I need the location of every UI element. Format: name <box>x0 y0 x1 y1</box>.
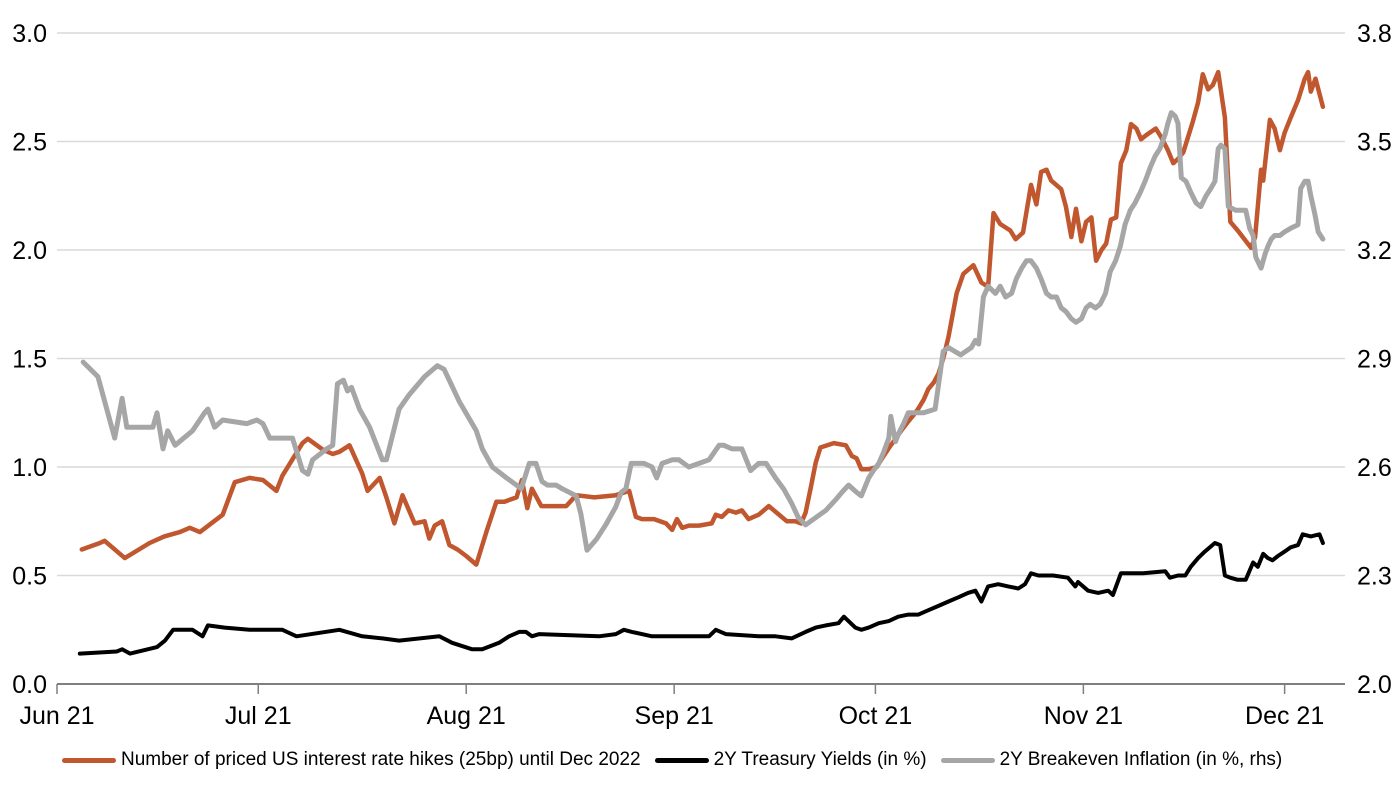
legend-label-treasury-yields: 2Y Treasury Yields (in %) <box>713 749 927 770</box>
y-axis-label-right: 3.8 <box>1357 20 1392 48</box>
y-axis-label-right: 2.6 <box>1357 454 1392 482</box>
y-axis-label-left: 2.0 <box>12 237 47 265</box>
x-axis-label: Sep 21 <box>635 702 714 730</box>
y-axis-label-right: 2.0 <box>1357 671 1392 699</box>
series-line-treasury-yields <box>77 532 1325 656</box>
y-axis-label-left: 0.5 <box>12 563 47 591</box>
series-line-rate-hikes <box>79 69 1326 567</box>
x-axis-label: Dec 21 <box>1245 702 1324 730</box>
y-axis-label-left: 0.0 <box>12 671 47 699</box>
legend-swatch-breakeven-inflation <box>940 757 995 763</box>
x-axis-label: Nov 21 <box>1044 702 1123 730</box>
legend-item-treasury-yields: 2Y Treasury Yields (in %) <box>654 749 927 771</box>
y-axis-label-right: 3.2 <box>1357 237 1392 265</box>
line-chart-canvas: 0.0 2.0 0.5 2.3 1.0 2.6 1.5 2.9 2.0 3.2 2.5 3.5 3.0 3… <box>12 20 1392 730</box>
legend-swatch-rate-hikes <box>62 757 116 763</box>
y-axis-label-left: 1.5 <box>12 346 47 374</box>
legend: Number of priced US interest rate hikes … <box>62 749 1362 771</box>
legend-item-rate-hikes: Number of priced US interest rate hikes … <box>62 749 641 771</box>
legend-label-rate-hikes: Number of priced US interest rate hikes … <box>121 749 641 770</box>
y-axis-label-right: 3.5 <box>1357 129 1392 157</box>
legend-swatch-treasury-yields <box>654 757 709 763</box>
x-axis-label: Aug 21 <box>427 702 506 730</box>
y-axis-label-left: 3.0 <box>12 20 47 48</box>
y-axis-label-right: 2.3 <box>1357 563 1392 591</box>
series-line-breakeven-inflation <box>80 110 1326 553</box>
legend-label-breakeven-inflation: 2Y Breakeven Inflation (in %, rhs) <box>999 749 1283 770</box>
x-axis-label: Oct 21 <box>839 702 913 730</box>
y-axis-label-right: 2.9 <box>1357 346 1392 374</box>
x-axis-label: Jun 21 <box>19 702 94 730</box>
x-axis-label: Jul 21 <box>225 702 292 730</box>
y-axis-label-left: 1.0 <box>12 454 47 482</box>
y-axis-label-left: 2.5 <box>12 129 47 157</box>
legend-item-breakeven-inflation: 2Y Breakeven Inflation (in %, rhs) <box>940 749 1283 771</box>
